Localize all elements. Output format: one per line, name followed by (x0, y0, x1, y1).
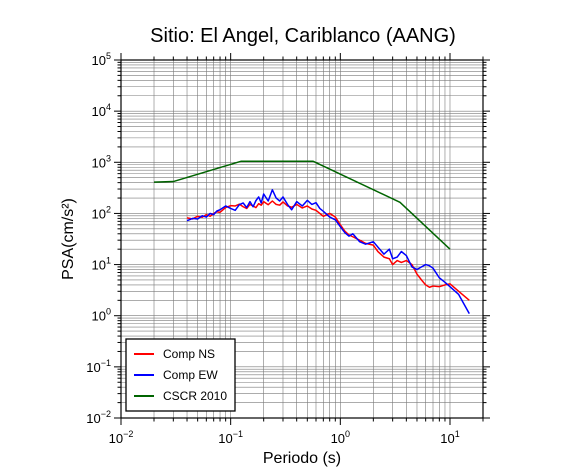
legend: Comp NS Comp EW CSCR 2010 (125, 338, 236, 412)
plot-frame (120, 59, 484, 419)
x-tick-label: 100 (331, 429, 350, 446)
chart-title: Sitio: El Angel, Cariblanco (AANG) (150, 25, 456, 47)
y-tick-label: 10−2 (86, 409, 111, 426)
series-group (153, 160, 470, 314)
legend-label: CSCR 2010 (163, 389, 227, 403)
x-axis-label: Periodo (s) (263, 450, 341, 467)
y-tick-label: 101 (92, 256, 111, 273)
x-tick-label: 10−1 (218, 429, 243, 446)
y-axis-label: PSA(cm/s²) (60, 198, 77, 280)
x-tick-label: 10−2 (109, 429, 134, 446)
y-tick-label: 103 (92, 153, 111, 170)
legend-label: Comp NS (163, 347, 215, 361)
y-tick-label: 10−1 (86, 358, 111, 375)
x-tick-labels: 10−2 10−1 100 101 (109, 429, 460, 446)
series-line-cscr-2010 (153, 160, 451, 250)
y-tick-label: 105 (92, 51, 111, 68)
series-line-comp-ew (186, 189, 470, 314)
x-tick-label: 101 (440, 429, 459, 446)
legend-label: Comp EW (163, 368, 218, 382)
y-tick-label: 102 (92, 204, 111, 221)
axis-ticks (114, 53, 490, 425)
y-tick-label: 100 (92, 307, 111, 324)
y-tick-label: 104 (92, 102, 111, 119)
y-tick-labels: 10−2 10−1 100 101 102 103 104 105 (86, 51, 111, 426)
plot-grid (120, 59, 484, 419)
